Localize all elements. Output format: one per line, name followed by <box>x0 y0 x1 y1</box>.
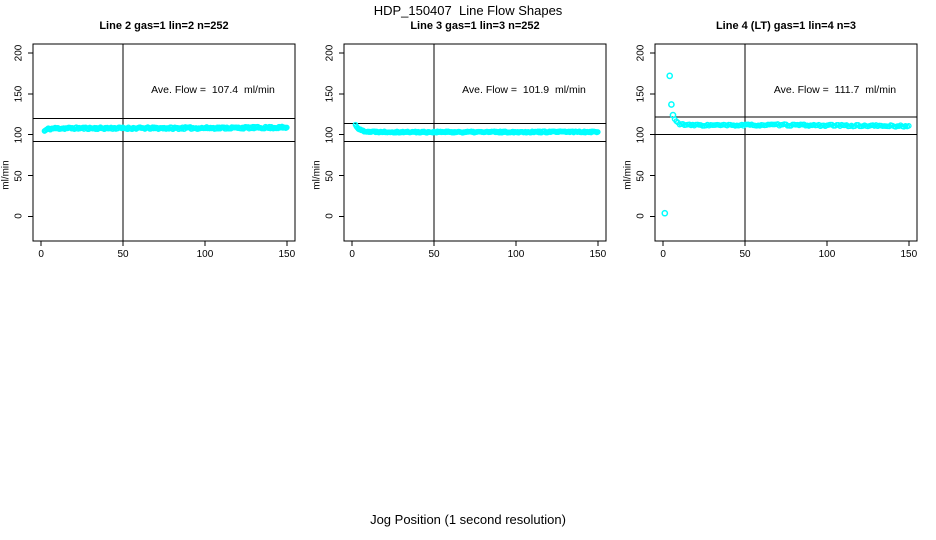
plot-border <box>343 43 607 242</box>
x-tick-label: 0 <box>349 249 355 260</box>
y-tick-label: 50 <box>13 170 25 182</box>
y-tick-label: 50 <box>324 170 336 182</box>
panel-title-line4: Line 4 (LT) gas=1 lin=4 n=3 <box>715 20 857 32</box>
plot-area-line4 <box>650 43 918 246</box>
x-tick-label: 100 <box>818 249 836 260</box>
y-tick-label: 200 <box>324 44 336 62</box>
y-tick-label: 100 <box>324 126 336 144</box>
x-tick-label: 100 <box>507 249 525 260</box>
y-tick-label: 100 <box>635 126 647 144</box>
y-tick-label: 200 <box>13 44 25 62</box>
x-tick-label: 0 <box>38 249 44 260</box>
y-tick-label: 150 <box>635 85 647 103</box>
x-tick-label: 100 <box>196 249 214 260</box>
y-tick-label: 100 <box>13 126 25 144</box>
y-tick-label: 150 <box>324 85 336 103</box>
plot-area-line3 <box>339 43 607 246</box>
outlier-point <box>668 101 675 108</box>
ave-flow-annotation-line4: Ave. Flow = 111.7 ml/min <box>773 84 897 96</box>
y-axis-label-line3: ml/min <box>311 159 323 190</box>
x-tick-label: 150 <box>589 249 607 260</box>
ave-flow-annotation-line2: Ave. Flow = 107.4 ml/min <box>151 84 275 96</box>
panel-title-line3: Line 3 gas=1 lin=3 n=252 <box>410 20 540 32</box>
shared-x-axis-label: Jog Position (1 second resolution) <box>370 512 566 527</box>
x-tick-label: 150 <box>900 249 918 260</box>
figure-main-title: HDP_150407 Line Flow Shapes <box>373 3 563 18</box>
y-tick-label: 50 <box>635 170 647 182</box>
data-points-series <box>41 123 290 134</box>
y-tick-label: 0 <box>635 213 647 220</box>
y-tick-label: 0 <box>324 213 336 220</box>
x-tick-label: 50 <box>428 249 440 260</box>
plot-border <box>32 43 296 242</box>
outlier-point <box>661 209 669 217</box>
outlier-point <box>669 111 677 119</box>
x-tick-label: 50 <box>117 249 129 260</box>
panel-title-line2: Line 2 gas=1 lin=2 n=252 <box>99 20 229 32</box>
x-tick-label: 50 <box>739 249 751 260</box>
y-tick-label: 150 <box>13 85 25 103</box>
y-tick-label: 0 <box>13 213 25 220</box>
plot-area-line2 <box>28 43 296 246</box>
data-points-series <box>352 121 601 136</box>
x-tick-label: 150 <box>278 249 296 260</box>
y-tick-label: 200 <box>635 44 647 62</box>
data-points-series <box>661 72 912 217</box>
x-tick-label: 0 <box>660 249 666 260</box>
y-axis-label-line2: ml/min <box>0 159 12 190</box>
plot-border <box>654 43 918 242</box>
y-axis-label-line4: ml/min <box>622 159 634 190</box>
ave-flow-annotation-line3: Ave. Flow = 101.9 ml/min <box>462 84 586 96</box>
outlier-point <box>666 72 674 80</box>
